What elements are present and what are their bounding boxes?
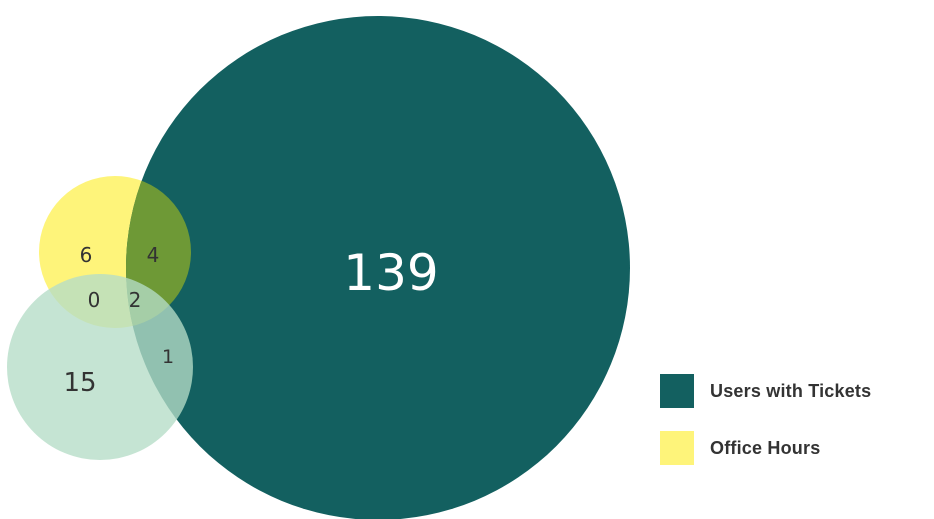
region-tickets-office-hours-label: 4 <box>147 243 160 267</box>
region-tickets-third-label: 1 <box>162 346 174 368</box>
region-all-three-label: 2 <box>129 288 142 312</box>
legend-item-users-with-tickets: Users with Tickets <box>660 374 871 408</box>
legend-label-users-with-tickets: Users with Tickets <box>710 380 872 401</box>
legend: Users with Tickets Office Hours <box>660 374 871 488</box>
region-tickets-only-label: 139 <box>343 244 438 302</box>
users-with-tickets-circle <box>126 16 630 519</box>
legend-item-office-hours: Office Hours <box>660 431 871 465</box>
region-office-hours-third-label: 0 <box>88 288 101 312</box>
region-third-only-label: 15 <box>63 368 96 398</box>
third-set-circle <box>7 274 193 460</box>
legend-swatch-users-with-tickets <box>660 374 694 408</box>
legend-swatch-office-hours <box>660 431 694 465</box>
legend-label-office-hours: Office Hours <box>710 437 821 458</box>
tickets-office-hours-overlap <box>126 176 191 328</box>
region-office-hours-only-label: 6 <box>80 243 93 267</box>
